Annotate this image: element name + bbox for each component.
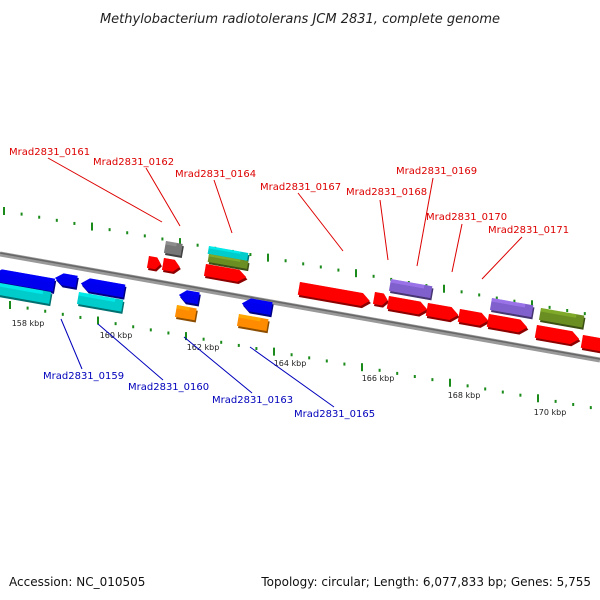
gene-0161b-highlight <box>163 258 175 264</box>
gene-0160-highlight <box>89 278 126 289</box>
leader-line <box>249 346 335 408</box>
gene-0173-highlight <box>582 335 600 343</box>
gene-0171a-highlight <box>488 314 521 324</box>
gene-0163a[interactable] <box>178 289 202 307</box>
gene-label-0169[interactable]: Mrad2831_0169 <box>396 166 477 177</box>
gene-0167[interactable] <box>297 282 372 310</box>
gene-0161b[interactable] <box>161 258 183 275</box>
tick-label-164: 164 kbp <box>274 359 307 368</box>
gene-0159a[interactable] <box>0 268 57 294</box>
gene-0168b-highlight <box>388 295 421 306</box>
gene-0165a[interactable] <box>240 297 274 318</box>
gene-0171b[interactable] <box>489 297 535 320</box>
gene-0172b-highlight <box>536 325 573 336</box>
ruler-labels: 158 kbp 160 kbp 162 kbp 164 kbp 166 kbp … <box>12 319 567 417</box>
map-title: Methylobacterium radiotolerans JCM 2831,… <box>100 12 500 27</box>
gene-label-0159[interactable]: Mrad2831_0159 <box>43 371 124 382</box>
backbone-line <box>0 251 600 363</box>
gene-0172a-highlight <box>540 308 577 318</box>
gene-rna-a-highlight <box>0 283 44 295</box>
forward-gene-labels: Mrad2831_0161 Mrad2831_0162 Mrad2831_016… <box>9 147 569 236</box>
gene-label-0168[interactable]: Mrad2831_0168 <box>346 187 427 198</box>
gene-0171b-highlight <box>491 297 526 308</box>
gene-0170b[interactable] <box>457 309 491 329</box>
gene-0173[interactable] <box>580 335 600 355</box>
tick-label-160: 160 kbp <box>100 331 133 340</box>
leader-line <box>97 323 164 381</box>
gene-0169[interactable] <box>388 279 434 301</box>
gene-0162[interactable] <box>163 241 185 259</box>
gene-label-0162[interactable]: Mrad2831_0162 <box>93 157 174 168</box>
gene-label-0164[interactable]: Mrad2831_0164 <box>175 169 256 180</box>
gene-0159a-highlight <box>1 269 56 283</box>
gene-0170[interactable] <box>425 303 461 324</box>
gene-0168a[interactable] <box>372 292 391 308</box>
gene-0170b-highlight <box>459 309 482 317</box>
gene-rna-a[interactable] <box>0 283 53 307</box>
gene-0171a[interactable] <box>486 314 529 336</box>
gene-0164b-highlight <box>208 254 241 262</box>
gene-features <box>0 241 600 355</box>
gene-0163b-highlight <box>176 305 190 311</box>
gene-label-0167[interactable]: Mrad2831_0167 <box>260 182 341 193</box>
gene-0165b[interactable] <box>236 314 270 334</box>
gene-rna-b-highlight <box>78 291 116 302</box>
gene-0172b[interactable] <box>534 325 581 348</box>
leader-line <box>297 192 344 252</box>
gene-0169-highlight <box>390 279 425 289</box>
leader-line <box>183 336 253 394</box>
gene-label-0163[interactable]: Mrad2831_0163 <box>212 395 293 406</box>
tick-label-162: 162 kbp <box>187 343 220 352</box>
topology-text: Topology: circular; Length: 6,077,833 bp… <box>260 575 591 589</box>
gene-0164b[interactable] <box>207 254 250 272</box>
gene-0159b-highlight <box>62 273 78 280</box>
gene-label-0160[interactable]: Mrad2831_0160 <box>128 382 209 393</box>
accession-text: Accession: NC_010505 <box>9 575 145 589</box>
tick-label-168: 168 kbp <box>448 391 481 400</box>
gene-label-0161[interactable]: Mrad2831_0161 <box>9 147 90 158</box>
gene-0168b[interactable] <box>386 295 429 318</box>
gene-0159a-body <box>0 269 56 292</box>
gene-0161a-highlight <box>148 255 158 262</box>
gene-0159b[interactable] <box>54 272 80 290</box>
gene-0165a-highlight <box>250 298 273 307</box>
leader-line <box>60 318 83 370</box>
reverse-gene-labels: Mrad2831_0159 Mrad2831_0160 Mrad2831_016… <box>43 371 375 420</box>
backbone-line-edge <box>0 252 600 360</box>
tick-label-170: 170 kbp <box>534 408 567 417</box>
gene-0165b-highlight <box>238 314 261 322</box>
tick-label-166: 166 kbp <box>362 374 395 383</box>
gene-label-0171[interactable]: Mrad2831_0171 <box>488 225 569 236</box>
genome-track <box>0 251 600 363</box>
gene-0163a-highlight <box>186 290 200 297</box>
leader-line <box>213 179 233 234</box>
gene-label-0165[interactable]: Mrad2831_0165 <box>294 409 375 420</box>
label-leader-lines <box>47 157 523 408</box>
leader-line <box>145 167 181 227</box>
gene-0168a-highlight <box>374 292 384 298</box>
leader-line <box>47 157 163 223</box>
leader-line <box>451 223 463 273</box>
gene-label-0170[interactable]: Mrad2831_0170 <box>426 212 507 223</box>
gene-0172a[interactable] <box>538 308 586 330</box>
gene-rna-b[interactable] <box>76 291 125 314</box>
gene-0164c-highlight <box>205 264 240 274</box>
leader-line <box>416 177 434 267</box>
leader-line <box>481 236 523 280</box>
leader-line <box>379 199 389 261</box>
gene-0162-highlight <box>165 241 177 247</box>
gene-0164c[interactable] <box>203 264 249 285</box>
gene-0164a-highlight <box>208 245 241 254</box>
gene-0170-highlight <box>427 303 452 312</box>
tick-label-158: 158 kbp <box>12 319 45 328</box>
gene-0163b[interactable] <box>174 305 199 323</box>
gene-0161a[interactable] <box>146 255 164 272</box>
gene-0167-highlight <box>299 282 364 297</box>
gene-0160[interactable] <box>79 277 127 300</box>
